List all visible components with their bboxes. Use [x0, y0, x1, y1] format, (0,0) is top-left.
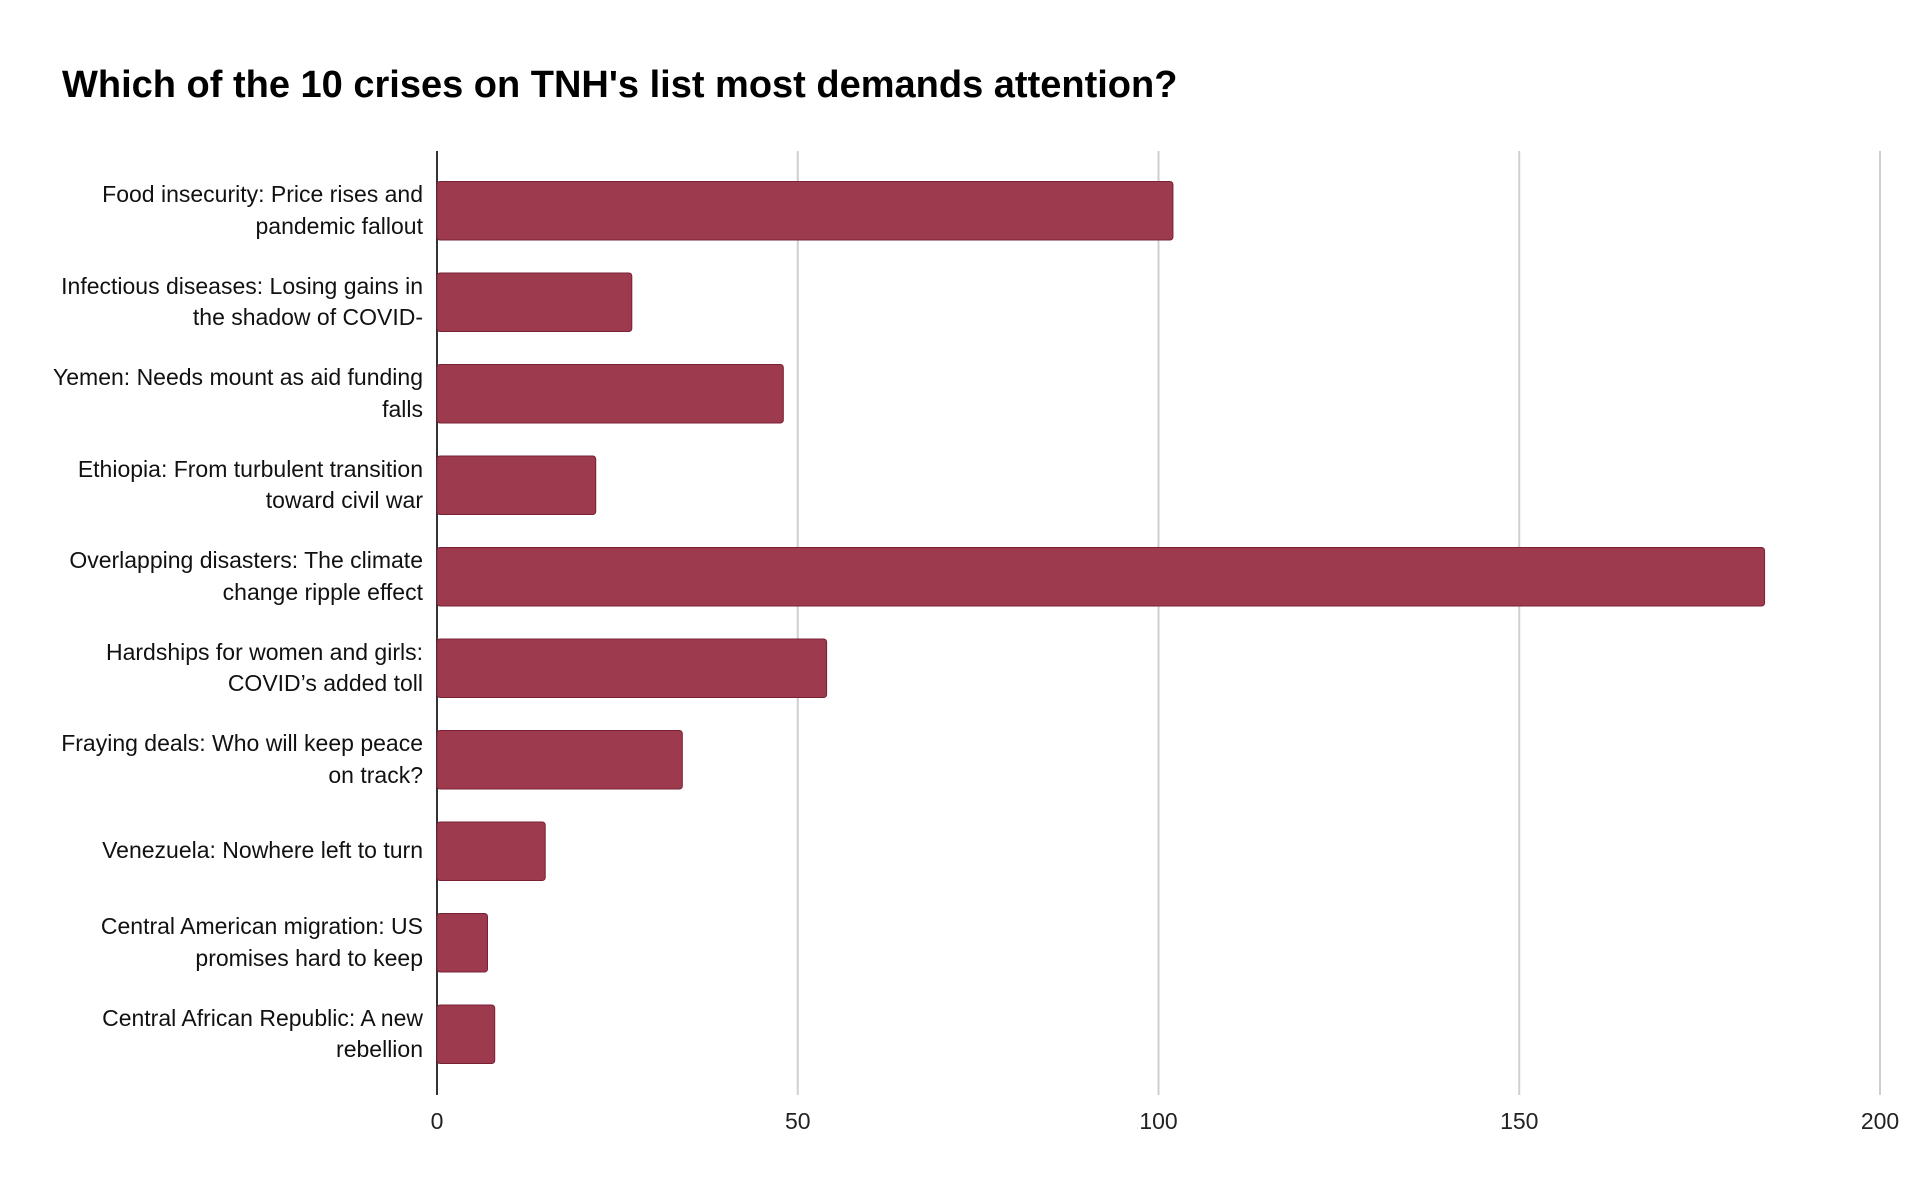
bar	[436, 272, 633, 333]
bar	[436, 546, 1766, 607]
y-tick-label: Overlapping disasters: The climate chang…	[69, 547, 423, 605]
y-tick-label: Fraying deals: Who will keep peace on tr…	[61, 730, 423, 788]
bar	[436, 455, 597, 516]
bar	[436, 638, 828, 699]
bar	[436, 821, 546, 882]
y-tick-label: Hardships for women and girls: COVID’s a…	[105, 638, 423, 697]
y-tick-label: Infectious diseases: Losing gains in the…	[61, 272, 423, 331]
x-tick-label: 150	[1500, 1108, 1538, 1134]
bar	[436, 363, 784, 424]
x-tick-label: 50	[785, 1108, 811, 1134]
y-tick-label: Venezuela: Nowhere left to turn	[102, 837, 423, 864]
chart-title: Which of the 10 crises on TNH's list mos…	[62, 64, 1177, 106]
bar	[436, 180, 1174, 241]
y-tick-label: Ethiopia: From turbulent transition towa…	[77, 455, 423, 514]
x-tick-label: 200	[1861, 1108, 1899, 1134]
y-tick-label: Central American migration: US promises …	[100, 913, 423, 971]
bar	[436, 1004, 496, 1065]
x-tick-label: 0	[431, 1108, 444, 1134]
y-tick-label: Food insecurity: Price rises and pandemi…	[102, 181, 423, 239]
y-tick-label: Yemen: Needs mount as aid funding falls	[53, 364, 423, 422]
y-tick-label: Central African Republic: A new rebellio…	[102, 1004, 423, 1063]
bar	[436, 729, 683, 790]
bar	[436, 912, 489, 973]
x-tick-label: 100	[1139, 1108, 1177, 1134]
